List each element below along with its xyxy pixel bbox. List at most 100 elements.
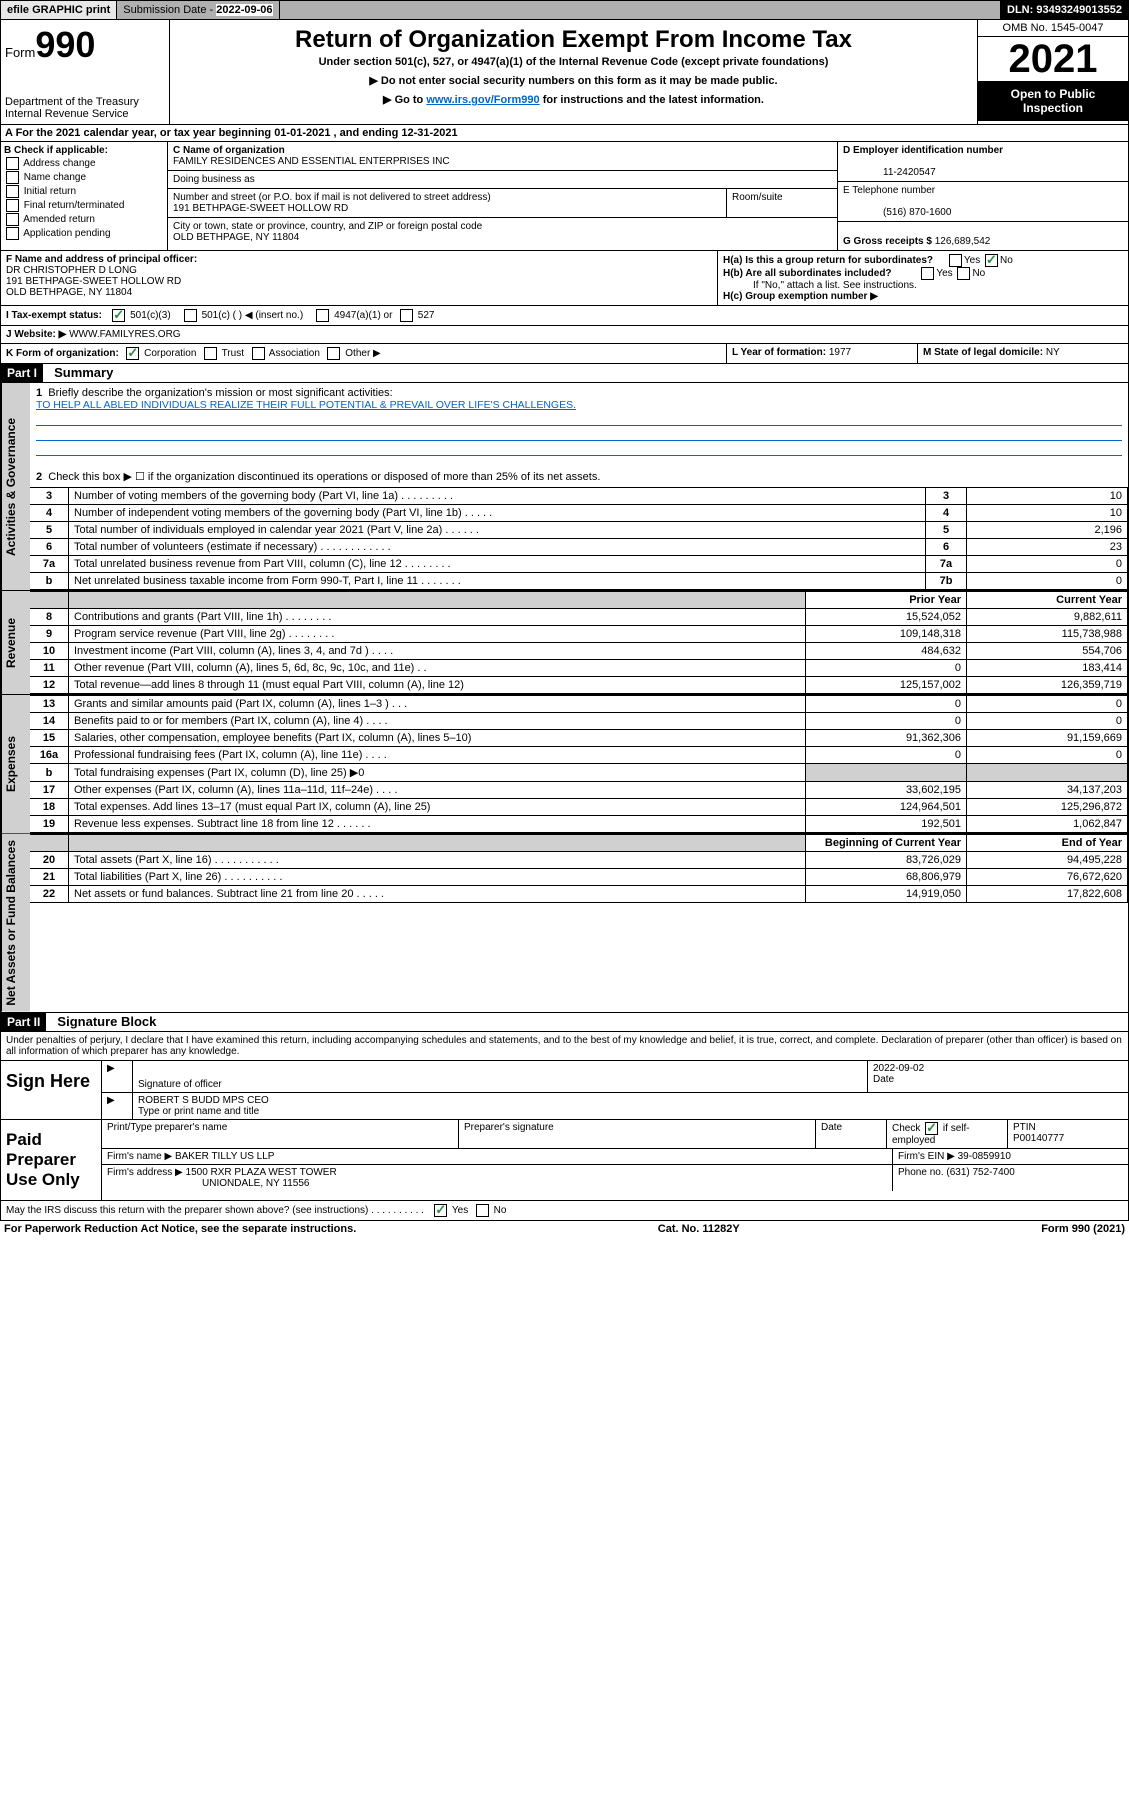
- form-title: Return of Organization Exempt From Incom…: [174, 26, 973, 54]
- chk-final-return[interactable]: Final return/terminated: [4, 199, 164, 212]
- table-row: 9 Program service revenue (Part VIII, li…: [30, 626, 1128, 643]
- chk-application-pending[interactable]: Application pending: [4, 227, 164, 240]
- governance-table: 3 Number of voting members of the govern…: [30, 487, 1128, 590]
- netassets-table: Beginning of Current Year End of Year20 …: [30, 834, 1128, 903]
- sign-date: 2022-09-02: [873, 1063, 924, 1074]
- officer-name: DR CHRISTOPHER D LONG: [6, 265, 137, 276]
- chk-amended-return[interactable]: Amended return: [4, 213, 164, 226]
- header-sub2: ▶ Do not enter social security numbers o…: [174, 74, 973, 87]
- paid-preparer-label: Paid Preparer Use Only: [1, 1120, 102, 1200]
- dln-field: DLN: 93493249013552: [1001, 1, 1128, 19]
- section-bcde: B Check if applicable: Address change Na…: [0, 142, 1129, 251]
- table-row: 3 Number of voting members of the govern…: [30, 488, 1128, 505]
- form-number: 990: [35, 24, 95, 65]
- governance-block: Activities & Governance 1 Briefly descri…: [0, 383, 1129, 591]
- table-row: 17 Other expenses (Part IX, column (A), …: [30, 782, 1128, 799]
- open-inspection: Open to Public Inspection: [978, 81, 1128, 121]
- paid-preparer-block: Paid Preparer Use Only Print/Type prepar…: [0, 1120, 1129, 1201]
- state-domicile: NY: [1046, 347, 1060, 358]
- submission-date: 2022-09-06: [216, 4, 272, 16]
- table-row: 7a Total unrelated business revenue from…: [30, 556, 1128, 573]
- header-right: OMB No. 1545-0047 2021 Open to Public In…: [977, 20, 1128, 124]
- ein: 11-2420547: [843, 167, 936, 178]
- expenses-block: Expenses 13 Grants and similar amounts p…: [0, 695, 1129, 834]
- row-klm: K Form of organization: Corporation Trus…: [0, 344, 1129, 364]
- table-row: 22 Net assets or fund balances. Subtract…: [30, 886, 1128, 903]
- may-discuss-row: May the IRS discuss this return with the…: [0, 1201, 1129, 1221]
- chk-address-change[interactable]: Address change: [4, 157, 164, 170]
- table-row: 11 Other revenue (Part VIII, column (A),…: [30, 660, 1128, 677]
- mission-statement: TO HELP ALL ABLED INDIVIDUALS REALIZE TH…: [36, 399, 576, 411]
- ha-no-checkbox[interactable]: [985, 254, 998, 267]
- row-a-taxyear: A For the 2021 calendar year, or tax yea…: [0, 125, 1129, 142]
- table-row: 13 Grants and similar amounts paid (Part…: [30, 696, 1128, 713]
- revenue-block: Revenue Prior Year Current Year8 Contrib…: [0, 591, 1129, 695]
- vtab-expenses: Expenses: [1, 695, 30, 833]
- chk-self-employed[interactable]: [925, 1122, 938, 1135]
- part2-header: Part II Signature Block: [0, 1013, 1129, 1032]
- firm-phone: (631) 752-7400: [946, 1167, 1014, 1178]
- header-sub1: Under section 501(c), 527, or 4947(a)(1)…: [174, 56, 973, 68]
- footer-mid: Cat. No. 11282Y: [658, 1223, 740, 1235]
- chk-name-change[interactable]: Name change: [4, 171, 164, 184]
- chk-initial-return[interactable]: Initial return: [4, 185, 164, 198]
- table-row: 4 Number of independent voting members o…: [30, 505, 1128, 522]
- dept-treasury: Department of the Treasury Internal Reve…: [5, 96, 165, 120]
- org-name: FAMILY RESIDENCES AND ESSENTIAL ENTERPRI…: [173, 156, 450, 167]
- table-row: 6 Total number of volunteers (estimate i…: [30, 539, 1128, 556]
- part1-header: Part I Summary: [0, 364, 1129, 383]
- submission-date-label: Submission Date - 2022-09-06: [117, 1, 279, 19]
- table-row: 21 Total liabilities (Part X, line 26) .…: [30, 869, 1128, 886]
- col-f-officer: F Name and address of principal officer:…: [1, 251, 718, 305]
- header-left: Form990 Department of the Treasury Inter…: [1, 20, 170, 124]
- website-url: WWW.FAMILYRES.ORG: [69, 329, 180, 340]
- irs-link[interactable]: www.irs.gov/Form990: [426, 94, 539, 106]
- toolbar-spacer: [280, 1, 1002, 19]
- room-suite: Room/suite: [727, 189, 837, 217]
- form-prefix: Form: [5, 45, 35, 60]
- chk-501c3[interactable]: [112, 309, 125, 322]
- ptin: P00140777: [1013, 1133, 1064, 1144]
- table-row: 19 Revenue less expenses. Subtract line …: [30, 816, 1128, 833]
- firm-addr2: UNIONDALE, NY 11556: [107, 1178, 309, 1189]
- netassets-block: Net Assets or Fund Balances Beginning of…: [0, 834, 1129, 1013]
- efile-print-button[interactable]: efile GRAPHIC print: [1, 1, 117, 19]
- sign-here-label: Sign Here: [1, 1061, 102, 1119]
- footer-right: Form 990 (2021): [1041, 1223, 1125, 1235]
- firm-ein: 39-0859910: [958, 1151, 1011, 1162]
- col-c-orginfo: C Name of organization FAMILY RESIDENCES…: [168, 142, 838, 250]
- perjury-declaration: Under penalties of perjury, I declare th…: [0, 1032, 1129, 1061]
- table-row: 18 Total expenses. Add lines 13–17 (must…: [30, 799, 1128, 816]
- chk-corporation[interactable]: [126, 347, 139, 360]
- table-row: 5 Total number of individuals employed i…: [30, 522, 1128, 539]
- org-street: 191 BETHPAGE-SWEET HOLLOW RD: [173, 203, 348, 214]
- table-row: 16a Professional fundraising fees (Part …: [30, 747, 1128, 764]
- top-toolbar: efile GRAPHIC print Submission Date - 20…: [0, 0, 1129, 20]
- vtab-revenue: Revenue: [1, 591, 30, 694]
- chk-discuss-yes[interactable]: [434, 1204, 447, 1217]
- part1-label: Part I: [1, 364, 43, 382]
- part2-label: Part II: [1, 1013, 46, 1031]
- row-j-website: J Website: ▶ WWW.FAMILYRES.ORG: [0, 326, 1129, 344]
- table-row: b Net unrelated business taxable income …: [30, 573, 1128, 590]
- sign-here-block: Sign Here ▶ Signature of officer 2022-09…: [0, 1061, 1129, 1120]
- vtab-netassets: Net Assets or Fund Balances: [1, 834, 30, 1012]
- phone: (516) 870-1600: [843, 207, 951, 218]
- omb-number: OMB No. 1545-0047: [978, 20, 1128, 37]
- footer-left: For Paperwork Reduction Act Notice, see …: [4, 1223, 356, 1235]
- row-i-taxstatus: I Tax-exempt status: 501(c)(3) 501(c) ( …: [0, 306, 1129, 326]
- form-header: Form990 Department of the Treasury Inter…: [0, 20, 1129, 125]
- table-row: 12 Total revenue—add lines 8 through 11 …: [30, 677, 1128, 694]
- tax-year: 2021: [978, 37, 1128, 81]
- table-row: 20 Total assets (Part X, line 16) . . . …: [30, 852, 1128, 869]
- table-row: 8 Contributions and grants (Part VIII, l…: [30, 609, 1128, 626]
- table-row: b Total fundraising expenses (Part IX, c…: [30, 764, 1128, 782]
- table-row: 14 Benefits paid to or for members (Part…: [30, 713, 1128, 730]
- footer: For Paperwork Reduction Act Notice, see …: [0, 1221, 1129, 1237]
- firm-addr1: 1500 RXR PLAZA WEST TOWER: [186, 1167, 337, 1178]
- col-b-checkboxes: B Check if applicable: Address change Na…: [1, 142, 168, 250]
- table-row: 15 Salaries, other compensation, employe…: [30, 730, 1128, 747]
- vtab-governance: Activities & Governance: [1, 383, 30, 590]
- col-h-group: H(a) Is this a group return for subordin…: [718, 251, 1128, 305]
- section-fh: F Name and address of principal officer:…: [0, 251, 1129, 306]
